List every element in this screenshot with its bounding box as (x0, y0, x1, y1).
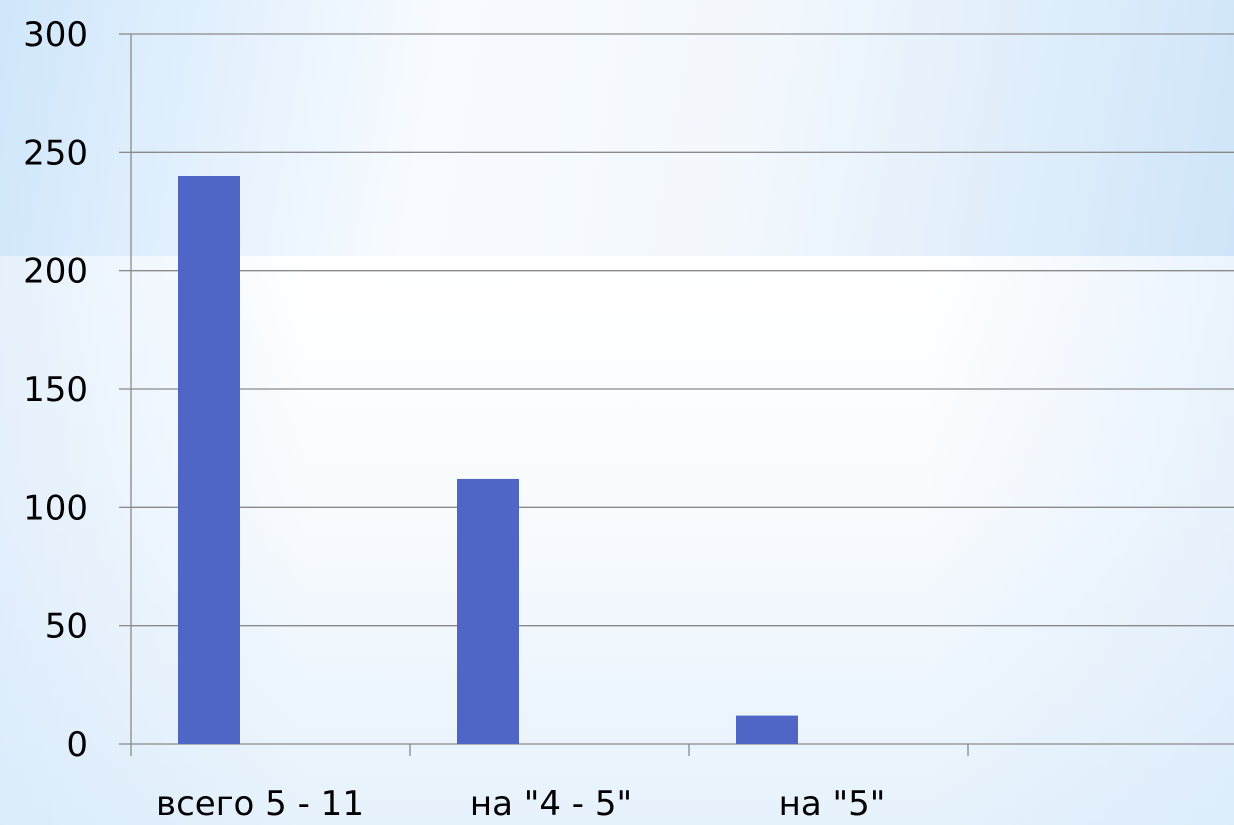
x-category-labels: всего 5 - 11 на "4 - 5" на "5" (156, 784, 885, 824)
x-category-label: всего 5 - 11 (156, 784, 364, 824)
y-tick-label: 300 (23, 15, 88, 55)
bars (178, 176, 798, 744)
bar (736, 715, 798, 744)
y-tick-label: 200 (23, 252, 88, 292)
x-category-label: на "4 - 5" (470, 784, 632, 824)
bar (178, 176, 240, 744)
x-category-label: на "5" (779, 784, 886, 824)
y-tick-label: 150 (23, 370, 88, 410)
gridlines (131, 33, 1234, 627)
y-tick-label: 0 (66, 725, 88, 765)
y-tick-label: 250 (23, 133, 88, 173)
axes (119, 33, 1234, 756)
y-tick-labels: 0 50 100 150 200 250 300 (23, 15, 88, 765)
y-tick-label: 100 (23, 488, 88, 528)
y-tick-label: 50 (45, 607, 88, 647)
bar (457, 478, 519, 744)
